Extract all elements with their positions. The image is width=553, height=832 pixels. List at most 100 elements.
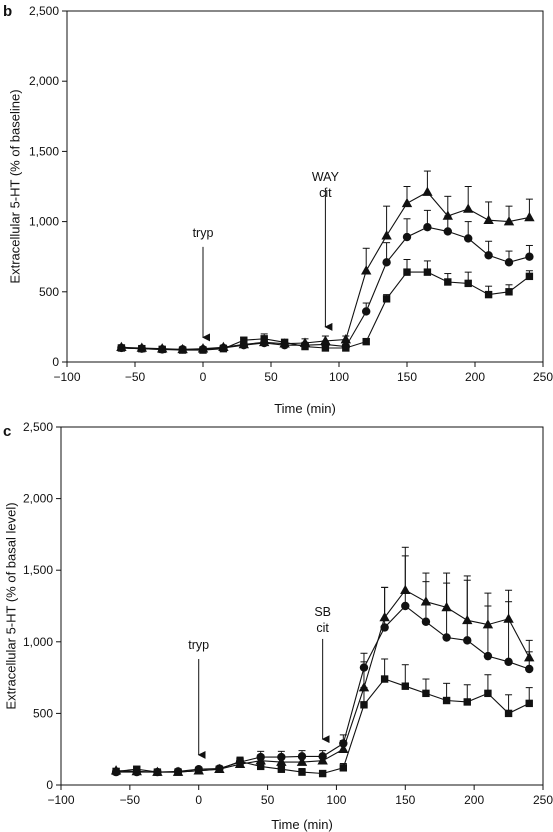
data-point [403,268,411,276]
data-point [342,344,350,352]
data-point [133,765,141,773]
annotation-label: SB [314,605,331,619]
plot-frame [60,426,544,786]
y-tick-label: 2,000 [29,74,59,88]
data-point [219,344,228,353]
y-tick-label: 1,500 [29,144,59,158]
x-axis: −100 −50 0 50 100 150 200 250 [47,785,553,807]
data-point [199,346,207,354]
data-point [338,743,349,753]
data-point [525,252,534,261]
data-point [358,682,370,692]
data-point [525,272,534,281]
data-point [463,203,474,213]
panel-label: b [3,3,12,20]
plot-frame [66,10,544,363]
y-tick-label: 2,500 [23,420,53,434]
data-point [505,288,513,296]
data-point [484,290,493,299]
x-tick-label: 50 [261,793,275,807]
x-axis-label: Time (min) [274,401,336,416]
data-point [442,210,453,220]
y-axis-label: Extracellular 5-HT (% of basal level) [3,502,18,709]
y-axis-label: Extracellular 5-HT (% of baseline) [7,89,22,283]
data-point [504,258,514,267]
data-point [117,344,126,352]
y-axis: 0 500 1,000 1,500 2,000 2,500 [29,4,67,369]
data-point [525,664,534,674]
y-tick-label: 2,000 [23,492,53,506]
plot-area [110,546,535,778]
data-point [280,338,289,347]
data-point [359,663,369,672]
data-point [484,689,492,698]
data-point [463,698,471,706]
x-tick-label: 250 [533,370,553,384]
annotation-label: WAY [312,170,340,184]
data-point [215,765,224,773]
data-point [362,307,371,316]
annotation-label: cit [316,621,329,635]
x-tick-label: 150 [395,793,415,807]
data-point [382,258,391,267]
data-point [483,651,493,661]
data-point [339,764,348,772]
data-point [442,633,451,642]
data-point [421,617,431,626]
y-tick-label: 2,500 [29,4,59,18]
data-point [297,752,307,761]
plot-area [116,170,535,354]
y-tick-label: 1,000 [29,215,59,229]
data-point [256,762,265,771]
data-point [382,295,391,303]
data-point [463,636,472,645]
x-tick-label: −50 [125,370,146,384]
y-tick-label: 1,000 [23,635,53,649]
data-point [158,345,166,354]
panel-b: b 0 500 1,000 1,500 2,000 2,500 −100 −50 0 50 100… [3,3,553,416]
x-tick-label: 100 [326,793,346,807]
data-point [423,268,432,276]
x-axis-label: Time (min) [271,817,333,832]
x-tick-label: −100 [47,793,74,807]
data-point [401,601,410,611]
data-point [504,709,513,718]
panel-label: c [3,423,11,440]
data-point [277,765,286,773]
data-point [260,335,268,343]
data-point [340,334,351,344]
data-point [380,623,389,632]
data-point [174,768,182,776]
y-tick-label: 500 [39,285,59,299]
y-tick-label: 0 [52,355,59,369]
y-axis: 0 500 1,000 1,500 2,000 2,500 [23,420,61,792]
data-point [361,265,372,275]
x-tick-label: 200 [464,793,484,807]
data-point [362,337,370,346]
data-point [504,657,513,667]
data-point [503,216,515,226]
data-point [236,757,244,766]
data-point [401,197,413,208]
data-point [112,767,120,776]
panel-c: c 0 500 1,000 1,500 2,000 2,500 −100 −50 0 50 100… [3,420,553,832]
data-point [464,234,473,243]
data-point [321,344,330,352]
x-tick-label: −100 [53,370,80,384]
data-point [525,699,533,708]
x-tick-label: 200 [465,370,485,384]
data-point [422,689,430,698]
data-point [296,756,308,766]
data-point [464,279,472,288]
data-point [339,739,348,748]
y-tick-label: 1,500 [23,563,53,577]
data-point [153,768,162,776]
x-tick-label: 0 [195,793,202,807]
data-point [277,752,286,762]
annotations: tryp SB cit [188,605,331,759]
x-tick-label: 50 [264,370,278,384]
data-point [484,251,493,260]
x-tick-label: 250 [533,793,553,807]
data-point [422,186,433,196]
y-tick-label: 0 [46,778,53,792]
